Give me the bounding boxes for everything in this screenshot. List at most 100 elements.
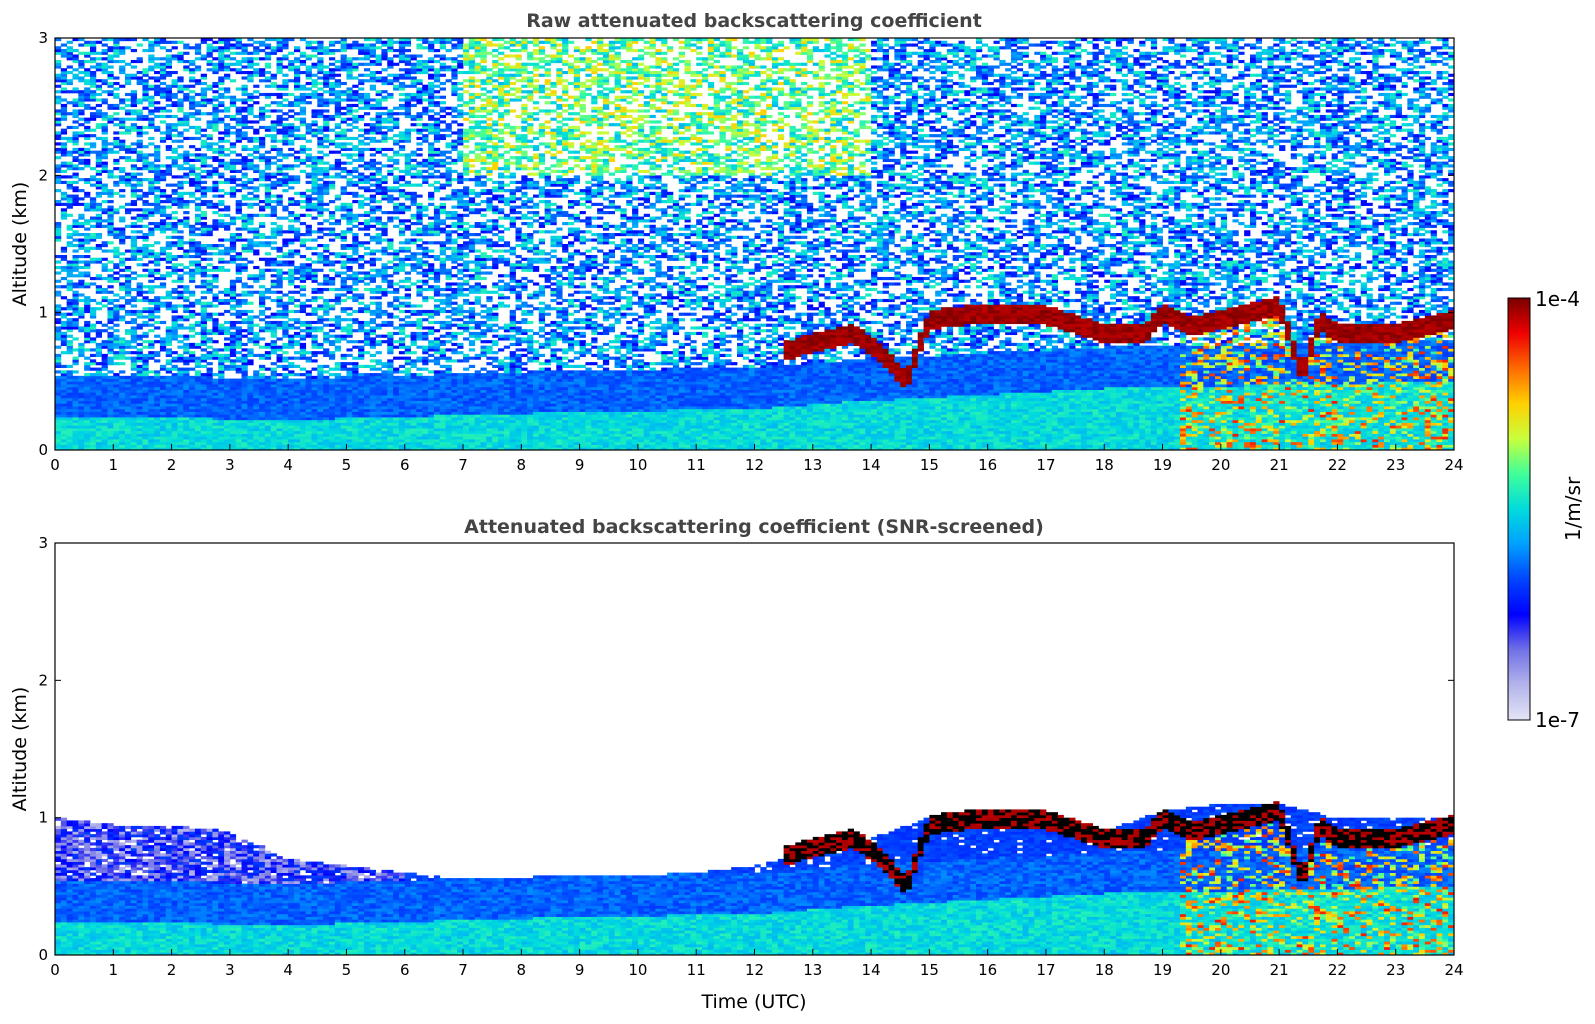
heatmap-cell <box>334 84 342 88</box>
heatmap-cell <box>200 246 207 250</box>
heatmap-cell <box>148 191 155 195</box>
heatmap-cell <box>200 169 207 173</box>
heatmap-cell <box>340 422 347 426</box>
heatmap-cell <box>55 109 62 113</box>
heatmap-cell <box>183 156 190 160</box>
heatmap-cell <box>259 436 266 440</box>
heatmap-cell <box>95 320 103 325</box>
heatmap-cell <box>253 430 260 434</box>
heatmap-cell <box>276 59 283 64</box>
heatmap-cell <box>224 425 231 429</box>
heatmap-cell <box>235 68 242 72</box>
heatmap-cell <box>241 430 248 434</box>
heatmap-cell <box>60 87 68 91</box>
heatmap-cell <box>148 227 155 231</box>
heatmap-cell <box>247 406 254 410</box>
heatmap-cell <box>212 84 219 88</box>
heatmap-cell <box>72 48 79 53</box>
heatmap-cell <box>66 373 73 377</box>
heatmap-cell <box>334 425 342 429</box>
heatmap-cell <box>101 425 108 429</box>
heatmap-cell <box>60 103 68 108</box>
heatmap-cell <box>305 406 312 410</box>
heatmap-cell <box>142 274 149 278</box>
heatmap-cell <box>165 417 172 421</box>
heatmap-cell <box>259 153 266 157</box>
heatmap-cell <box>200 331 207 336</box>
heatmap-cell <box>288 337 295 341</box>
heatmap-cell <box>101 65 108 69</box>
heatmap-cell <box>171 395 178 399</box>
heatmap-cell <box>264 114 272 119</box>
heatmap-cell <box>346 142 353 146</box>
heatmap-cell <box>130 216 138 220</box>
heatmap-cell <box>107 120 114 124</box>
heatmap-cell <box>154 351 161 355</box>
heatmap-cell <box>165 222 172 226</box>
heatmap-cell <box>317 40 324 44</box>
heatmap-cell <box>241 101 248 105</box>
heatmap-cell <box>84 70 91 75</box>
heatmap-cell <box>305 40 312 44</box>
heatmap-cell <box>159 46 167 50</box>
heatmap-cell <box>177 290 184 294</box>
heatmap-cell <box>89 312 97 316</box>
heatmap-cell <box>66 395 73 399</box>
heatmap-cell <box>194 178 202 182</box>
heatmap-cell <box>84 298 91 303</box>
heatmap-cell <box>72 142 79 146</box>
heatmap-cell <box>270 246 277 250</box>
heatmap-cell <box>253 425 260 429</box>
heatmap-cell <box>346 348 353 352</box>
heatmap-cell <box>148 136 155 141</box>
heatmap-cell <box>241 145 248 149</box>
heatmap-cell <box>148 164 155 168</box>
heatmap-cell <box>165 125 172 130</box>
heatmap-cell <box>224 428 231 432</box>
heatmap-cell <box>130 296 138 300</box>
heatmap-cell <box>247 59 254 64</box>
heatmap-cell <box>218 51 225 55</box>
heatmap-cell <box>148 260 155 264</box>
heatmap-cell <box>113 362 120 366</box>
heatmap-cell <box>247 436 254 440</box>
heatmap-cell <box>311 447 318 450</box>
heatmap-cell <box>288 378 295 382</box>
heatmap-cell <box>323 364 330 368</box>
heatmap-cell <box>159 441 167 445</box>
heatmap-cell <box>189 433 196 437</box>
heatmap-cell <box>212 414 219 418</box>
heatmap-cell <box>189 356 196 360</box>
heatmap-cell <box>340 400 347 404</box>
heatmap-cell <box>183 315 190 319</box>
heatmap-cell <box>200 419 207 423</box>
heatmap-cell <box>60 406 68 410</box>
heatmap-cell <box>89 323 97 327</box>
heatmap-cell <box>89 112 97 116</box>
heatmap-cell <box>235 276 242 281</box>
heatmap-cell <box>107 384 114 388</box>
heatmap-cell <box>334 334 342 338</box>
heatmap-cell <box>276 120 283 124</box>
heatmap-cell <box>352 136 359 141</box>
heatmap-cell <box>113 417 120 421</box>
heatmap-cell <box>165 397 172 401</box>
heatmap-cell <box>159 384 167 388</box>
heatmap-cell <box>340 81 347 86</box>
heatmap-cell <box>235 265 242 270</box>
heatmap-cell <box>229 293 237 297</box>
heatmap-cell <box>264 183 272 187</box>
heatmap-cell <box>113 373 120 377</box>
heatmap-cell <box>84 414 91 418</box>
heatmap-cell <box>294 309 301 314</box>
heatmap-cell <box>241 98 248 102</box>
heatmap-cell <box>311 403 318 407</box>
heatmap-cell <box>136 441 143 445</box>
heatmap-cell <box>358 364 365 368</box>
heatmap-cell <box>113 76 120 80</box>
heatmap-cell <box>334 326 342 330</box>
heatmap-cell <box>119 340 126 344</box>
heatmap-cell <box>224 419 231 423</box>
heatmap-cell <box>229 298 237 303</box>
heatmap-cell <box>259 222 266 226</box>
